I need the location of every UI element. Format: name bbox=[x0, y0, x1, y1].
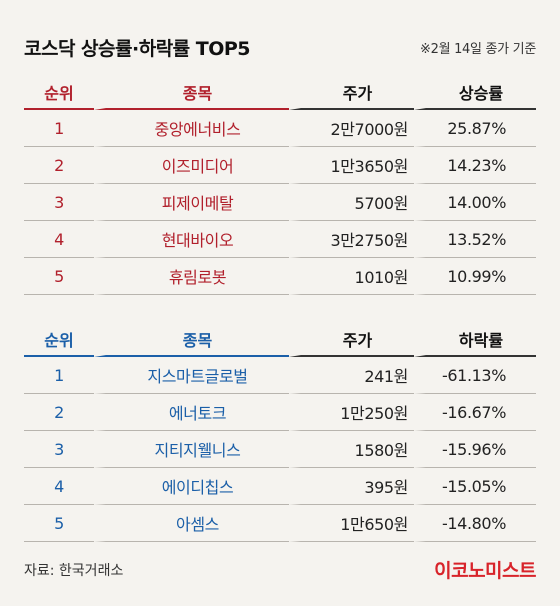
losers-rank-cell: 1 bbox=[24, 357, 94, 394]
losers-header-rank: 순위 bbox=[24, 323, 94, 357]
losers-price-cell: 1만650원 bbox=[289, 505, 414, 542]
losers-stock-name-cell: 에이디칩스 bbox=[94, 468, 289, 505]
losers-table-row: 2 에너토크 1만250원 -16.67% bbox=[24, 394, 536, 431]
chart-title: 코스닥 상승률·하락률 TOP5 bbox=[24, 38, 251, 60]
losers-stock-name-cell: 아셈스 bbox=[94, 505, 289, 542]
gainers-header-rank: 순위 bbox=[24, 76, 94, 110]
reference-note: ※2월 14일 종가 기준 bbox=[420, 42, 536, 57]
gainers-rate-cell: 10.99% bbox=[414, 258, 536, 295]
losers-header-rate: 하락률 bbox=[414, 323, 536, 357]
losers-rate-cell: -16.67% bbox=[414, 394, 536, 431]
losers-stock-name-cell: 지티지웰니스 bbox=[94, 431, 289, 468]
gainers-stock-name-cell: 휴림로봇 bbox=[94, 258, 289, 295]
losers-rate-cell: -15.96% bbox=[414, 431, 536, 468]
gainers-stock-name-cell: 현대바이오 bbox=[94, 221, 289, 258]
header: 코스닥 상승률·하락률 TOP5 ※2월 14일 종가 기준 bbox=[24, 28, 536, 68]
losers-table-row: 1 지스마트글로벌 241원 -61.13% bbox=[24, 357, 536, 394]
source-note: 자료: 한국거래소 bbox=[24, 563, 124, 579]
losers-rate-cell: -15.05% bbox=[414, 468, 536, 505]
gainers-rank-cell: 3 bbox=[24, 184, 94, 221]
gainers-header-row: 순위 종목 주가 상승률 bbox=[24, 76, 536, 110]
gainers-header-price: 주가 bbox=[289, 76, 414, 110]
gainers-header-name: 종목 bbox=[94, 76, 289, 110]
gainers-header-rate: 상승률 bbox=[414, 76, 536, 110]
losers-stock-name-cell: 지스마트글로벌 bbox=[94, 357, 289, 394]
losers-stock-name-cell: 에너토크 bbox=[94, 394, 289, 431]
gainers-price-cell: 2만7000원 bbox=[289, 110, 414, 147]
losers-rate-cell: -14.80% bbox=[414, 505, 536, 542]
losers-price-cell: 395원 bbox=[289, 468, 414, 505]
gainers-table: 순위 종목 주가 상승률 1 중앙에너비스 2만7000원 25.87% 2 이즈미디어 1… bbox=[24, 76, 536, 295]
losers-price-cell: 1580원 bbox=[289, 431, 414, 468]
losers-header-price: 주가 bbox=[289, 323, 414, 357]
losers-header-row: 순위 종목 주가 하락률 bbox=[24, 323, 536, 357]
losers-price-cell: 1만250원 bbox=[289, 394, 414, 431]
losers-rank-cell: 4 bbox=[24, 468, 94, 505]
gainers-table-row: 4 현대바이오 3만2750원 13.52% bbox=[24, 221, 536, 258]
losers-table-row: 5 아셈스 1만650원 -14.80% bbox=[24, 505, 536, 542]
gainers-rank-cell: 5 bbox=[24, 258, 94, 295]
gainers-rank-cell: 2 bbox=[24, 147, 94, 184]
gainers-stock-name-cell: 이즈미디어 bbox=[94, 147, 289, 184]
gainers-table-row: 1 중앙에너비스 2만7000원 25.87% bbox=[24, 110, 536, 147]
gainers-rate-cell: 14.23% bbox=[414, 147, 536, 184]
losers-header-name: 종목 bbox=[94, 323, 289, 357]
gainers-rate-cell: 13.52% bbox=[414, 221, 536, 258]
gainers-rate-cell: 14.00% bbox=[414, 184, 536, 221]
gainers-stock-name-cell: 피제이메탈 bbox=[94, 184, 289, 221]
gainers-price-cell: 1010원 bbox=[289, 258, 414, 295]
gainers-rate-cell: 25.87% bbox=[414, 110, 536, 147]
losers-rank-cell: 5 bbox=[24, 505, 94, 542]
losers-table-row: 4 에이디칩스 395원 -15.05% bbox=[24, 468, 536, 505]
gainers-price-cell: 1만3650원 bbox=[289, 147, 414, 184]
gainers-table-row: 2 이즈미디어 1만3650원 14.23% bbox=[24, 147, 536, 184]
gainers-table-row: 3 피제이메탈 5700원 14.00% bbox=[24, 184, 536, 221]
losers-price-cell: 241원 bbox=[289, 357, 414, 394]
gainers-rank-cell: 1 bbox=[24, 110, 94, 147]
gainers-price-cell: 3만2750원 bbox=[289, 221, 414, 258]
losers-rate-cell: -61.13% bbox=[414, 357, 536, 394]
gainers-stock-name-cell: 중앙에너비스 bbox=[94, 110, 289, 147]
gainers-rank-cell: 4 bbox=[24, 221, 94, 258]
gainers-table-row: 5 휴림로봇 1010원 10.99% bbox=[24, 258, 536, 295]
losers-table-row: 3 지티지웰니스 1580원 -15.96% bbox=[24, 431, 536, 468]
gainers-price-cell: 5700원 bbox=[289, 184, 414, 221]
losers-table: 순위 종목 주가 하락률 1 지스마트글로벌 241원 -61.13% 2 에너토크 1만2… bbox=[24, 323, 536, 542]
losers-rank-cell: 3 bbox=[24, 431, 94, 468]
losers-rank-cell: 2 bbox=[24, 394, 94, 431]
brand-logo: 이코노미스트 bbox=[434, 560, 536, 582]
